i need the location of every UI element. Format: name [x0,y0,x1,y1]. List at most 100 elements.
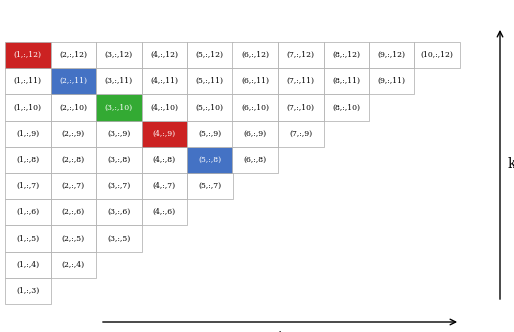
Text: i: i [278,331,282,332]
Text: (2,:,9): (2,:,9) [62,130,85,138]
Text: (7,:,12): (7,:,12) [287,51,315,59]
Bar [278,42,323,68]
Text: (1,:,7): (1,:,7) [16,182,39,190]
Bar [96,199,141,225]
Bar [323,94,369,121]
Bar [96,225,141,252]
Text: (7,:,11): (7,:,11) [287,77,315,85]
Text: (2,:,12): (2,:,12) [59,51,87,59]
Text: (7,:,10): (7,:,10) [287,104,315,112]
Bar [5,147,50,173]
Bar [5,199,50,225]
Bar [50,94,96,121]
Bar [5,225,50,252]
Text: (3,:,5): (3,:,5) [107,234,131,242]
Bar [232,147,278,173]
Text: (2,:,7): (2,:,7) [62,182,85,190]
Bar [414,42,460,68]
Bar [323,42,369,68]
Text: (8,:,12): (8,:,12) [332,51,360,59]
Bar [278,94,323,121]
Bar [96,173,141,199]
Bar [187,173,232,199]
Text: (1,:,5): (1,:,5) [16,234,39,242]
Text: (3,:,12): (3,:,12) [105,51,133,59]
Bar [50,68,96,94]
Text: (10,:,12): (10,:,12) [421,51,454,59]
Text: (6,:,10): (6,:,10) [241,104,269,112]
Bar [50,252,96,278]
Bar [5,42,50,68]
Text: (6,:,9): (6,:,9) [244,130,267,138]
Bar [232,42,278,68]
Text: k: k [508,157,514,172]
Text: (5,:,8): (5,:,8) [198,156,222,164]
Bar [323,68,369,94]
Bar [232,94,278,121]
Text: (3,:,6): (3,:,6) [107,208,131,216]
Text: (4,:,12): (4,:,12) [150,51,178,59]
Bar [141,121,187,147]
Text: (5,:,11): (5,:,11) [196,77,224,85]
Text: (2,:,4): (2,:,4) [62,261,85,269]
Text: (3,:,9): (3,:,9) [107,130,131,138]
Text: (8,:,11): (8,:,11) [332,77,360,85]
Text: (2,:,11): (2,:,11) [59,77,87,85]
Bar [141,94,187,121]
Bar [50,42,96,68]
Text: (2,:,6): (2,:,6) [62,208,85,216]
Bar [96,42,141,68]
Text: (3,:,8): (3,:,8) [107,156,131,164]
Bar [5,252,50,278]
Bar [141,42,187,68]
Bar [278,68,323,94]
Text: (9,:,12): (9,:,12) [378,51,406,59]
Text: (1,:,11): (1,:,11) [14,77,42,85]
Bar [5,121,50,147]
Text: (4,:,10): (4,:,10) [150,104,178,112]
Bar [50,121,96,147]
Bar [96,94,141,121]
Bar [369,68,414,94]
Bar [369,42,414,68]
Bar [5,278,50,304]
Bar [96,147,141,173]
Bar [187,42,232,68]
Text: (4,:,9): (4,:,9) [153,130,176,138]
Text: (1,:,10): (1,:,10) [14,104,42,112]
Text: (1,:,4): (1,:,4) [16,261,39,269]
Text: (5,:,10): (5,:,10) [196,104,224,112]
Text: (1,:,8): (1,:,8) [16,156,39,164]
Text: (3,:,10): (3,:,10) [105,104,133,112]
Bar [187,147,232,173]
Text: (6,:,8): (6,:,8) [244,156,267,164]
Bar [187,68,232,94]
Bar [141,173,187,199]
Bar [50,225,96,252]
Bar [5,94,50,121]
Text: (3,:,7): (3,:,7) [107,182,131,190]
Text: (9,:,11): (9,:,11) [378,77,406,85]
Bar [50,173,96,199]
Bar [141,68,187,94]
Bar [141,147,187,173]
Text: (1,:,3): (1,:,3) [16,287,40,295]
Text: (1,:,6): (1,:,6) [16,208,39,216]
Text: (4,:,6): (4,:,6) [153,208,176,216]
Text: (5,:,12): (5,:,12) [196,51,224,59]
Bar [50,199,96,225]
Text: (7,:,9): (7,:,9) [289,130,313,138]
Text: (2,:,8): (2,:,8) [62,156,85,164]
Text: (4,:,8): (4,:,8) [153,156,176,164]
Bar [5,68,50,94]
Text: (8,:,10): (8,:,10) [332,104,360,112]
Bar [50,147,96,173]
Bar [5,173,50,199]
Text: (4,:,11): (4,:,11) [150,77,178,85]
Bar [96,121,141,147]
Bar [278,121,323,147]
Text: (3,:,11): (3,:,11) [105,77,133,85]
Text: (1,:,12): (1,:,12) [14,51,42,59]
Bar [232,121,278,147]
Text: (2,:,10): (2,:,10) [59,104,87,112]
